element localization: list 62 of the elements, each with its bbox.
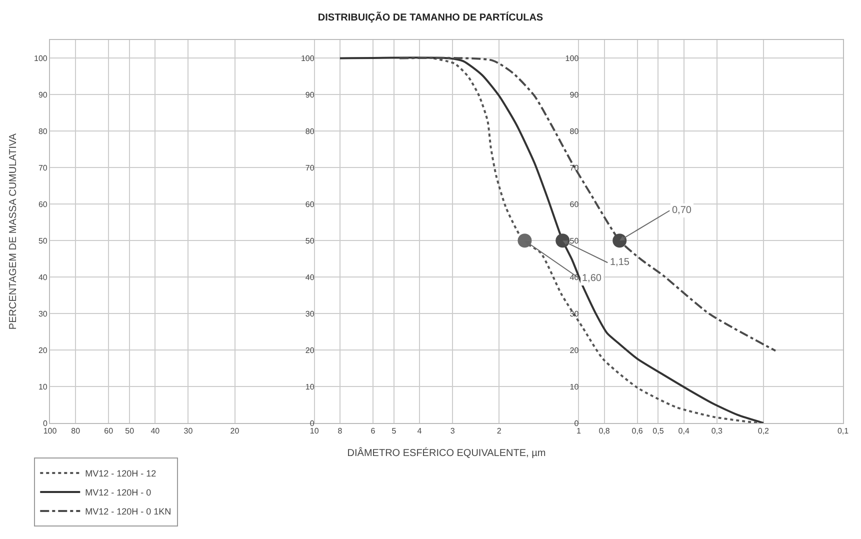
- y-axis-title: PERCENTAGEM DE MASSA CUMULATIVA: [8, 133, 20, 330]
- y3-tick-label: 100: [565, 54, 580, 64]
- y2-tick-label: 60: [305, 200, 315, 209]
- y3-tick-label: 90: [570, 90, 580, 100]
- y3-tick-label: 30: [570, 309, 580, 318]
- y2-tick-label: 80: [305, 126, 315, 136]
- x-tick-label: 0,3: [711, 426, 723, 436]
- y3-tick-label: 20: [570, 346, 580, 355]
- y2-tick-label: 0: [310, 418, 315, 428]
- annotation: 1,60: [582, 273, 602, 284]
- x-tick-label: 1: [576, 426, 582, 436]
- y-tick-label: 70: [38, 163, 48, 172]
- x-tick-label: 0,6: [632, 426, 644, 436]
- y-tick-label: 40: [38, 272, 48, 282]
- y2-tick-label: 10: [305, 382, 315, 392]
- legend-label: MV12 - 120H - 12: [85, 468, 156, 478]
- legend-label: MV12 - 120H - 0: [85, 487, 152, 498]
- y-tick-label: 50: [38, 236, 48, 246]
- x-tick-label: 60: [104, 426, 114, 436]
- y3-tick-label: 70: [570, 163, 580, 172]
- y-tick-label: 100: [34, 54, 48, 64]
- x-tick-label: 6: [370, 426, 376, 436]
- y-tick-label: 10: [38, 382, 48, 392]
- y2-tick-label: 50: [305, 236, 315, 246]
- x-tick-label: 20: [230, 426, 240, 436]
- y-tick-label: 20: [38, 346, 48, 355]
- y-tick-label: 80: [38, 126, 48, 136]
- y2-tick-label: 70: [305, 163, 315, 172]
- x-tick-label: 10: [310, 426, 320, 436]
- y3-tick-label: 80: [570, 126, 580, 136]
- x-tick-label: 50: [125, 426, 135, 436]
- x-tick-label: 30: [184, 426, 194, 436]
- annotation: 1,15: [610, 257, 630, 268]
- chart-title: DISTRIBUIÇÃO DE TAMANHO DE PARTÍCULAS: [318, 11, 544, 24]
- y3-tick-label: 60: [570, 200, 580, 209]
- y2-tick-label: 100: [300, 54, 315, 64]
- legend-label: MV12 - 120H - 0 1KN: [85, 506, 172, 516]
- x-tick-label: 0,5: [652, 426, 664, 436]
- y2-tick-label: 30: [305, 309, 315, 318]
- x-axis-title: DIÂMETRO ESFÉRICO EQUIVALENTE, µm: [347, 447, 546, 460]
- annotation: 0,70: [672, 205, 692, 216]
- y3-tick-label: 10: [570, 382, 580, 392]
- y3-tick-label: 50: [570, 236, 580, 246]
- x-tick-label: 4: [417, 426, 422, 436]
- y2-tick-label: 20: [305, 346, 315, 355]
- x-tick-label: 80: [71, 426, 81, 436]
- y-tick-label: 60: [38, 200, 48, 209]
- x-tick-label: 40: [150, 426, 160, 436]
- y-tick-label: 0: [42, 418, 48, 428]
- x-tick-label: 8: [338, 426, 343, 436]
- x-tick-label: 3: [450, 426, 456, 436]
- y3-tick-label: 0: [574, 418, 580, 428]
- x-tick-label: 0,2: [758, 426, 770, 436]
- x-tick-label: 0,1: [837, 426, 850, 436]
- x-tick-label: 0,8: [598, 426, 610, 436]
- y2-tick-label: 90: [305, 90, 315, 100]
- x-tick-label: 2: [496, 426, 502, 436]
- x-tick-label: 0,4: [678, 426, 690, 436]
- y-tick-label: 30: [38, 309, 48, 318]
- y-tick-label: 90: [38, 90, 48, 100]
- x-tick-label: 5: [392, 426, 397, 436]
- y2-tick-label: 40: [305, 272, 315, 282]
